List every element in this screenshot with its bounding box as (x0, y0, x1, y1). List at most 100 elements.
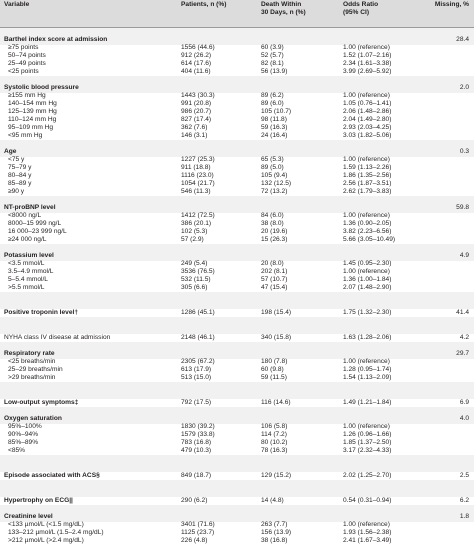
patients-cell: 513 (15.0) (181, 374, 212, 381)
missing-cell: 4.0 (459, 415, 469, 422)
row-label: 80–84 y (8, 172, 32, 179)
row-label: 25–49 points (8, 60, 46, 67)
deaths-cell: 98 (11.8) (261, 116, 287, 123)
missing-cell: 41.4 (456, 309, 469, 316)
deaths-cell: 84 (6.0) (261, 212, 284, 219)
row-label: <95 mm Hg (8, 132, 43, 139)
patients-cell: 1125 (23.7) (181, 529, 215, 536)
deaths-cell: 132 (12.5) (261, 180, 292, 187)
patients-cell: 912 (26.2) (181, 52, 212, 59)
patients-cell: 1116 (23.0) (181, 172, 214, 179)
patients-cell: 479 (10.3) (181, 447, 212, 454)
patients-cell: 102 (5.3) (181, 228, 208, 235)
missing-cell: 4.9 (459, 252, 469, 259)
deaths-cell: 156 (13.9) (261, 529, 292, 536)
deaths-cell: 38 (8.0) (261, 220, 284, 227)
row-label: ≥24 000 ng/L (8, 236, 47, 243)
row-label: 125–139 mm Hg (8, 108, 57, 115)
section-title: NYHA class IV disease at admission (4, 334, 111, 341)
row-label: 95%–100% (8, 423, 42, 430)
table-row: <8000 ng/L 1412 (72.5) 84 (6.0) 1.00 (refer… (0, 212, 474, 220)
patients-cell: 386 (20.1) (181, 220, 212, 227)
odds-ratio-cell: 1.00 (reference) (343, 156, 390, 163)
odds-ratio-cell: 2.41 (1.67–3.49) (343, 537, 392, 544)
table-row: 110–124 mm Hg 827 (17.4) 98 (11.8) 2.04 (1.… (0, 116, 474, 124)
row-label: 3.5–4.9 mmol/L (8, 268, 54, 275)
deaths-cell: 198 (15.4) (261, 309, 292, 316)
section-row: Episode associated with ACS§ 849 (18.7) 12… (0, 472, 474, 480)
row-label: 25–29 breaths/min (8, 366, 63, 373)
section-spacer (0, 140, 474, 157)
section-row: NT-proBNP level 59.8 (0, 204, 474, 212)
section-spacer (0, 244, 474, 261)
row-label: 85–89 y (8, 180, 32, 187)
missing-cell: 2.0 (459, 84, 469, 91)
deaths-cell: 56 (13.9) (261, 68, 288, 75)
table-body: Barthel index score at admission 28.4 ≥75 … (0, 28, 474, 545)
row-label: >29 breaths/min (8, 374, 56, 381)
patients-cell: 1227 (25.3) (181, 156, 215, 163)
header-death-line1: Death Within (261, 1, 302, 8)
table-row: <25 breaths/min 2305 (67.2) 180 (7.8) 1.00 … (0, 358, 474, 366)
odds-ratio-cell: 2.06 (1.48–2.86) (343, 108, 392, 115)
deaths-cell: 263 (7.7) (261, 521, 288, 528)
odds-ratio-cell: 1.59 (1.13–2.26) (343, 164, 392, 171)
section-spacer (0, 28, 474, 45)
row-label: 5–5.4 mmol/L (8, 276, 48, 283)
section-spacer (0, 480, 474, 497)
odds-ratio-cell: 1.93 (1.56–2.38) (343, 529, 392, 536)
section-row: Systolic blood pressure 2.0 (0, 84, 474, 92)
section-spacer (0, 196, 474, 213)
row-label: <25 breaths/min (8, 358, 56, 365)
missing-cell: 59.8 (456, 204, 469, 211)
patients-cell: 1443 (30.3) (181, 92, 215, 99)
patients-cell: 911 (18.8) (181, 164, 211, 171)
patients-cell: 146 (3.1) (181, 132, 208, 139)
table-row: 95–109 mm Hg 362 (7.6) 59 (16.3) 2.93 (2.03… (0, 124, 474, 132)
table-row: ≥90 y 546 (11.3) 72 (13.2) 2.62 (1.79–3.83) (0, 188, 474, 196)
odds-ratio-cell: 1.45 (0.95–2.30) (343, 260, 392, 267)
table-row: 125–139 mm Hg 986 (20.7) 105 (10.7) 2.06 (1… (0, 108, 474, 116)
row-label: 133–212 µmol/L (1.5–2.4 mg/dL) (8, 529, 104, 536)
deaths-cell: 47 (15.4) (261, 284, 288, 291)
deaths-cell: 65 (5.3) (261, 156, 284, 163)
section-title: NT-proBNP level (4, 204, 56, 211)
odds-ratio-cell: 3.03 (1.82–5.06) (343, 132, 392, 139)
deaths-cell: 106 (5.8) (261, 423, 288, 430)
row-label: 75–79 y (8, 164, 32, 171)
patients-cell: 2148 (46.1) (181, 334, 215, 341)
odds-ratio-cell: 1.00 (reference) (343, 521, 390, 528)
patients-cell: 2305 (67.2) (181, 358, 215, 365)
deaths-cell: 82 (8.1) (261, 60, 284, 67)
deaths-cell: 89 (6.2) (261, 92, 284, 99)
row-label: <25 points (8, 68, 39, 75)
deaths-cell: 52 (5.7) (261, 52, 284, 59)
section-title: Creatinine level (4, 513, 53, 520)
header-patients: Patients, n (%) (181, 1, 227, 8)
row-label: >212 µmol/L (>2.4 mg/dL) (8, 537, 84, 544)
odds-ratio-cell: 1.05 (0.76–1.41) (343, 100, 392, 107)
odds-ratio-cell: 1.00 (reference) (343, 358, 390, 365)
section-title: Age (4, 148, 17, 155)
odds-ratio-cell: 3.82 (2.23–6.56) (343, 228, 392, 235)
table-row: >212 µmol/L (>2.4 mg/dL) 226 (4.8) 38 (16.… (0, 537, 474, 545)
row-label: >5.5 mmol/L (8, 284, 45, 291)
patients-cell: 305 (6.6) (181, 284, 208, 291)
missing-cell: 1.8 (459, 513, 469, 520)
deaths-cell: 105 (9.4) (261, 172, 288, 179)
row-label: ≥90 y (8, 188, 25, 195)
odds-ratio-cell: 1.00 (reference) (343, 268, 390, 275)
deaths-cell: 20 (19.6) (261, 228, 288, 235)
missing-cell: 2.5 (459, 472, 469, 479)
row-label: ≥75 points (8, 44, 39, 51)
section-spacer (0, 342, 474, 359)
table-row: 85%–89% 783 (16.8) 80 (10.2) 1.85 (1.37–2.5… (0, 439, 474, 447)
odds-ratio-cell: 2.93 (2.03–4.25) (343, 124, 392, 131)
patients-cell: 249 (5.4) (181, 260, 208, 267)
patients-cell: 226 (4.8) (181, 537, 208, 544)
odds-ratio-cell: 5.66 (3.05–10.49) (343, 236, 396, 243)
deaths-cell: 129 (15.2) (261, 472, 292, 479)
deaths-cell: 180 (7.8) (261, 358, 288, 365)
odds-ratio-cell: 2.34 (1.61–3.38) (343, 60, 392, 67)
